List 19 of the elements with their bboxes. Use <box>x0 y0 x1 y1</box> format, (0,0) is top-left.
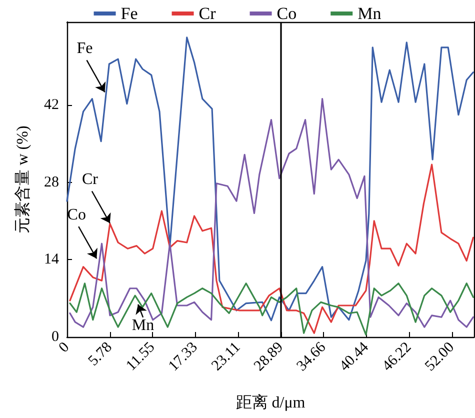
legend-label: Cr <box>198 4 216 23</box>
y-tick-label: 28 <box>44 174 59 190</box>
line-series <box>69 282 474 336</box>
y-axis-title: 元素含量 w (%) <box>14 126 32 234</box>
y-tick-label: 42 <box>44 96 59 113</box>
legend-label: Fe <box>120 4 138 23</box>
x-axis-title: 距离 d/μm <box>236 394 306 412</box>
annotation: Cr <box>82 171 99 188</box>
annotation: Fe <box>76 40 93 58</box>
line-series <box>66 36 474 322</box>
line-series <box>69 98 474 328</box>
x-tick-label: 0 <box>56 339 73 356</box>
line-series <box>69 164 474 334</box>
x-tick-label: 5.78 <box>86 339 116 370</box>
legend-label: Co <box>276 4 297 23</box>
annotation: Mn <box>132 316 154 334</box>
y-tick-label: 14 <box>44 252 60 268</box>
legend-label: Mn <box>358 4 382 23</box>
annotation: Co <box>67 206 86 224</box>
